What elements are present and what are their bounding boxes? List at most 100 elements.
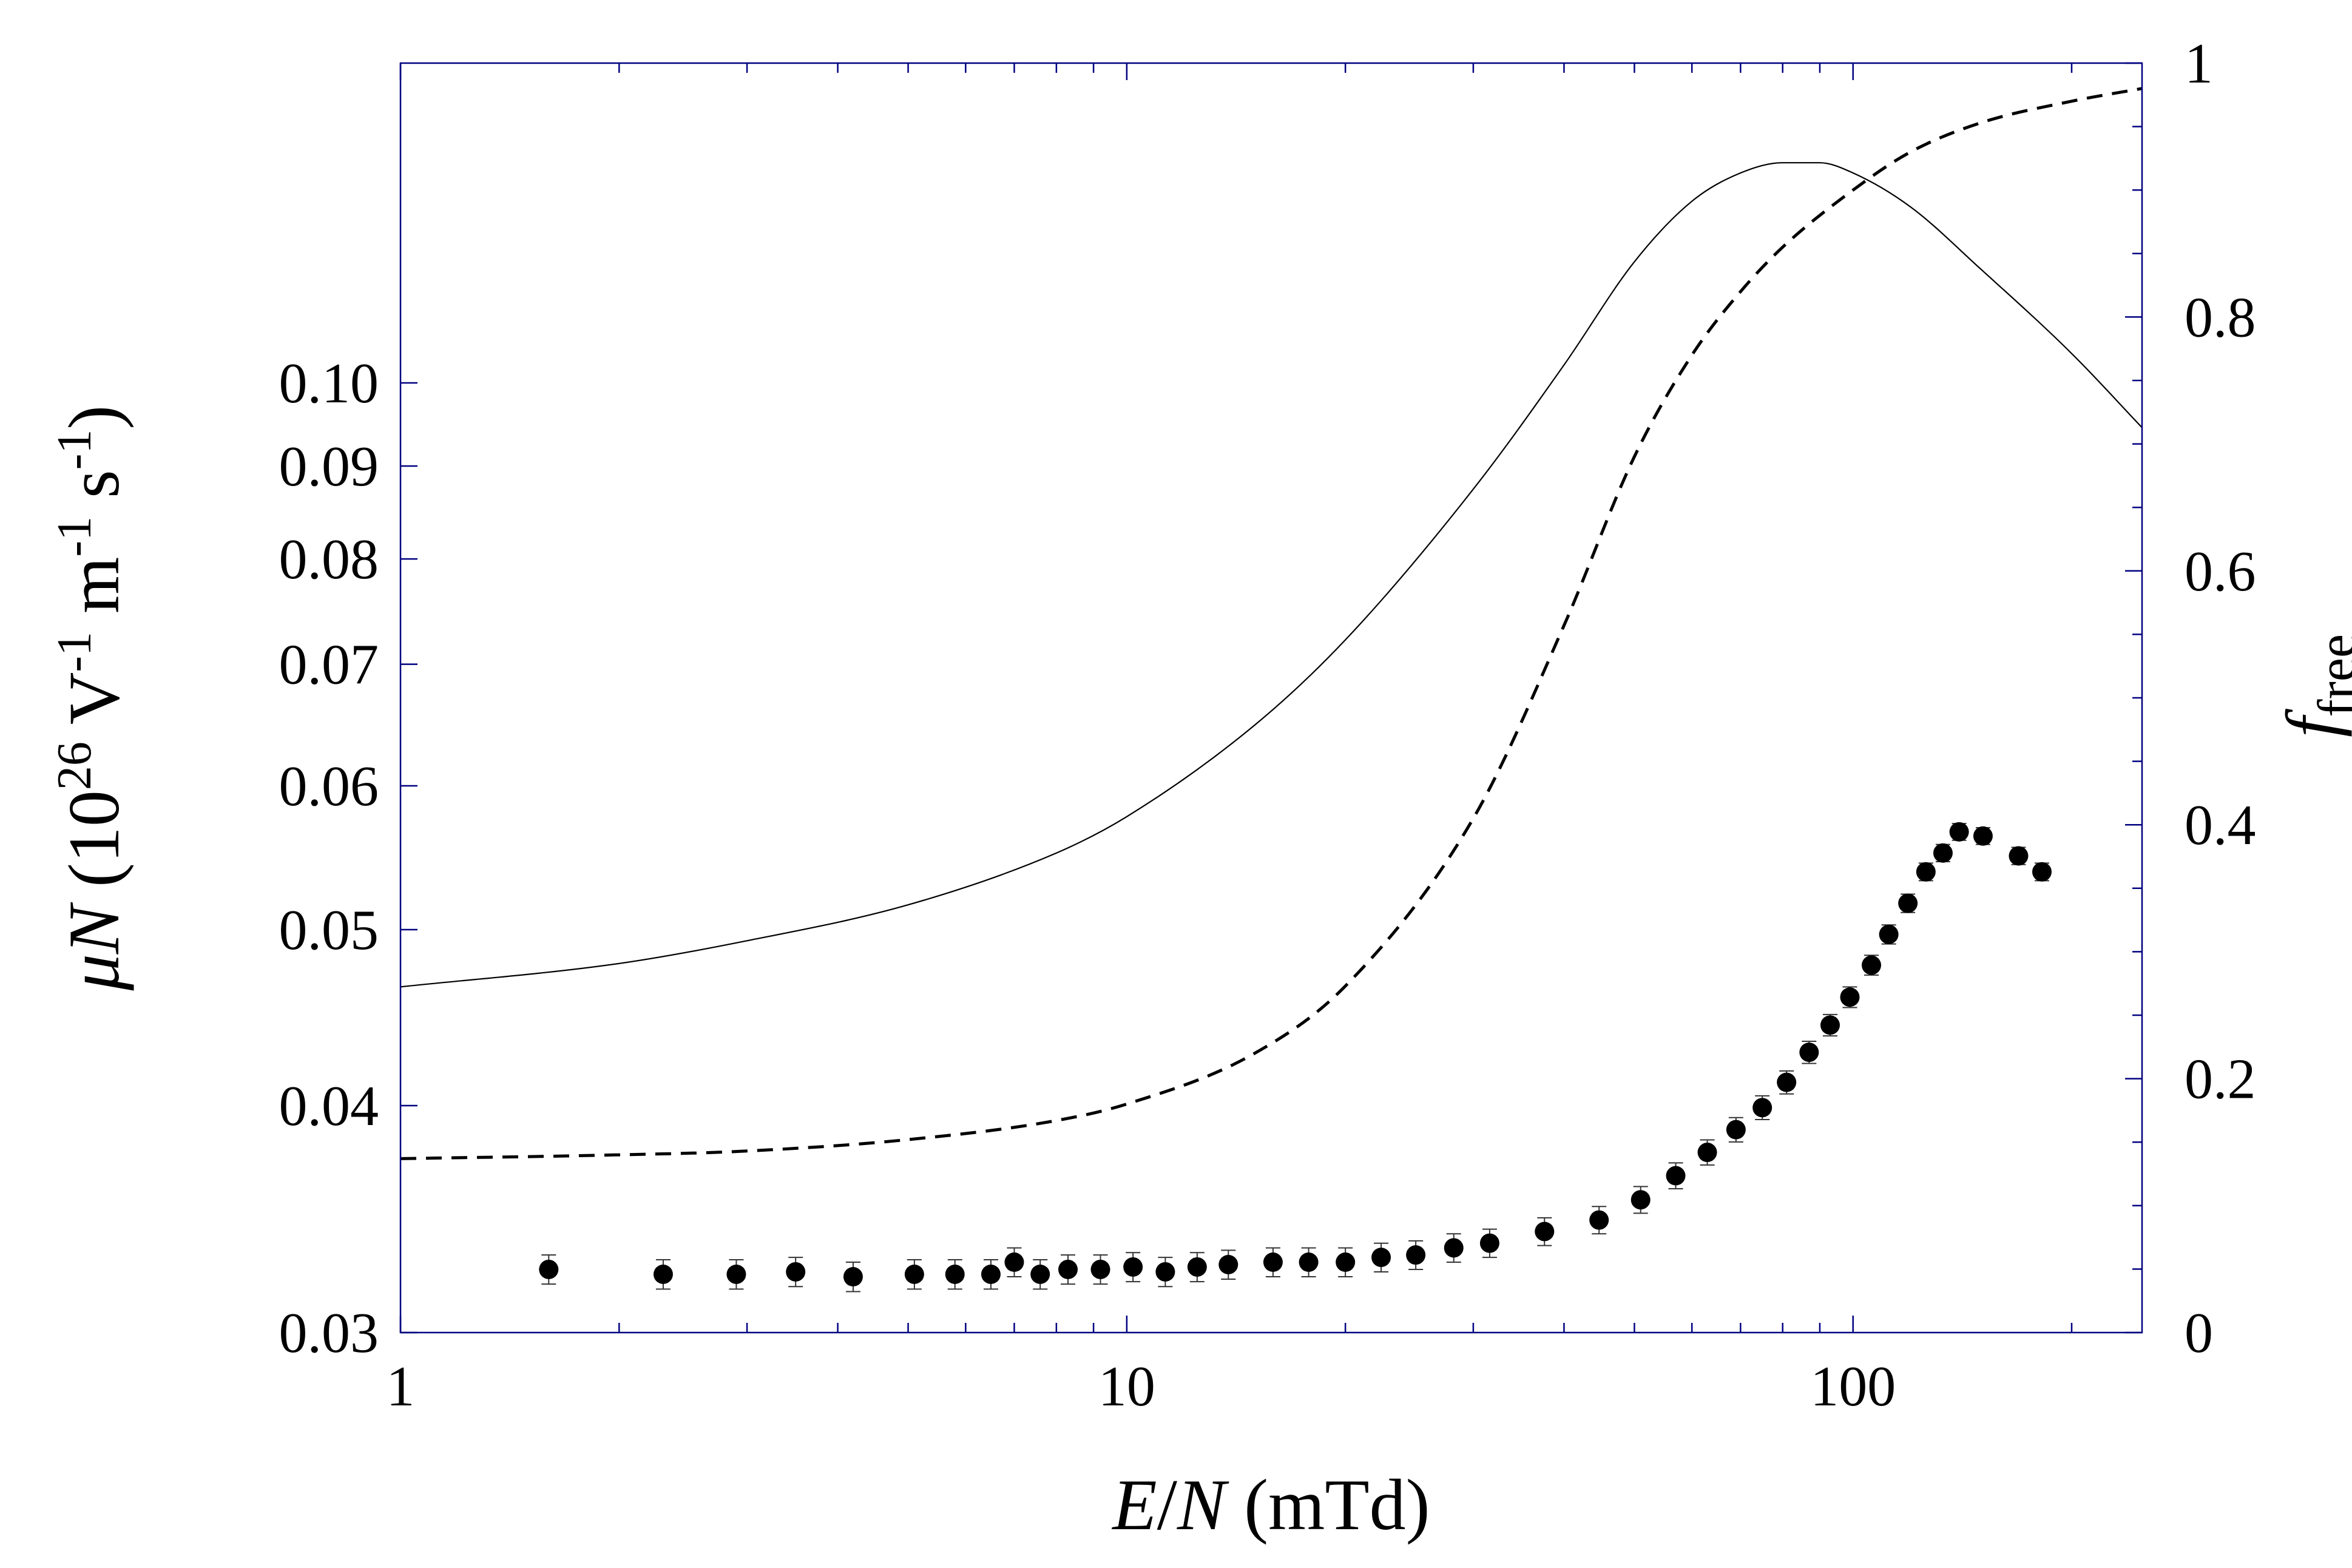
data-point [1879,924,1899,945]
data-marker [1123,1257,1143,1277]
data-point [1840,986,1860,1009]
y-right-tick-label: 0.6 [2185,540,2256,603]
data-point [1299,1247,1319,1278]
data-marker [1058,1259,1078,1279]
data-point [1898,893,1918,913]
y-left-tick-label: 0.06 [279,755,379,818]
data-point [2032,862,2052,882]
data-marker [726,1264,746,1284]
data-point [1263,1247,1283,1278]
y-right-tick-label: 0.4 [2185,794,2256,857]
data-marker [1631,1190,1651,1210]
data-marker [1933,843,1953,863]
data-point [786,1257,806,1288]
x-axis-title-var2: N [1177,1464,1229,1545]
x-tick-label: 100 [1810,1355,1896,1418]
y-left-title-open: (10 [53,790,134,905]
y-left-title-exp2: -1 [48,632,101,672]
data-point [1479,1228,1499,1259]
data-point [1535,1217,1555,1246]
data-point [1090,1254,1110,1285]
data-marker [653,1264,673,1284]
data-marker [786,1262,806,1282]
data-point [945,1259,965,1290]
y-left-title-s: s [53,470,134,516]
dashed-line [400,87,2143,1160]
data-point [1949,822,1969,842]
y-left-tick-label: 0.03 [279,1302,379,1365]
data-marker [1299,1252,1319,1272]
y-left-title-exp4: -1 [48,430,101,470]
y-left-title-mu: μ [53,954,134,991]
data-marker [1697,1143,1717,1163]
data-marker [1589,1210,1609,1230]
data-marker [1777,1072,1797,1092]
data-marker [1155,1262,1175,1282]
data-point [2009,846,2029,866]
y-left-axis-title: μN (1026 V-1 m-1 s-1) [48,405,134,992]
data-marker [843,1267,863,1287]
y-left-title-m: m [53,557,134,632]
data-marker [981,1264,1001,1284]
data-point [1444,1233,1464,1263]
data-marker [1898,893,1918,913]
y-left-tick-label: 0.07 [279,634,379,697]
data-point [1697,1139,1717,1166]
data-point [1371,1242,1391,1272]
data-point [1058,1254,1078,1285]
tick-labels: 1 10 100 0.03 0.04 0.05 0.06 0.07 0.08 0.09 0.10 0 0… [279,32,2256,1418]
y-right-tick-label: 0.2 [2185,1048,2256,1111]
y-left-title-v: V [53,672,134,742]
data-marker [1949,822,1969,842]
data-point [1030,1259,1050,1290]
plot-frame [399,62,2143,1334]
data-point [843,1262,863,1293]
data-marker [1218,1254,1239,1274]
data-point [726,1259,746,1290]
data-point [1187,1252,1207,1283]
y-left-tick-label: 0.08 [279,528,379,591]
data-point [1752,1095,1772,1121]
data-marker [1371,1248,1391,1268]
data-marker [2009,846,2029,866]
data-marker [1535,1222,1555,1242]
data-marker [1444,1238,1464,1258]
data-point [1973,826,1993,846]
data-marker [1336,1252,1356,1272]
series-lines [400,87,2143,1160]
y-left-title-exp1: 26 [48,742,101,790]
solid-line [400,162,2143,988]
data-marker [1263,1252,1283,1272]
data-point [1916,862,1936,882]
data-point [1123,1252,1143,1283]
data-marker [1973,826,1993,846]
data-point [1631,1186,1651,1214]
data-marker [1004,1252,1024,1272]
data-marker [1799,1043,1819,1063]
axis-ticks [399,62,2142,1334]
data-marker [1187,1257,1207,1277]
y-right-title-sub: free [2308,634,2352,717]
data-marker [945,1264,965,1284]
data-marker [1879,924,1899,944]
data-point [1799,1041,1819,1064]
data-marker [1752,1098,1772,1118]
data-marker [1862,955,1882,975]
data-point [1933,843,1953,863]
data-marker [1090,1259,1110,1279]
data-point [1820,1013,1840,1037]
data-marker [1916,862,1936,882]
data-marker [1840,987,1860,1007]
data-marker [1406,1245,1426,1265]
y-left-title-exp3: -1 [48,516,101,557]
y-right-tick-label: 1 [2185,32,2213,95]
data-marker [1820,1015,1840,1035]
y-left-tick-label: 0.09 [279,435,379,498]
data-point [1726,1117,1746,1143]
y-left-tick-label: 0.10 [279,352,379,415]
data-points [539,822,2052,1293]
data-point [1777,1070,1797,1095]
data-point [1862,955,1882,976]
data-point [904,1259,924,1290]
